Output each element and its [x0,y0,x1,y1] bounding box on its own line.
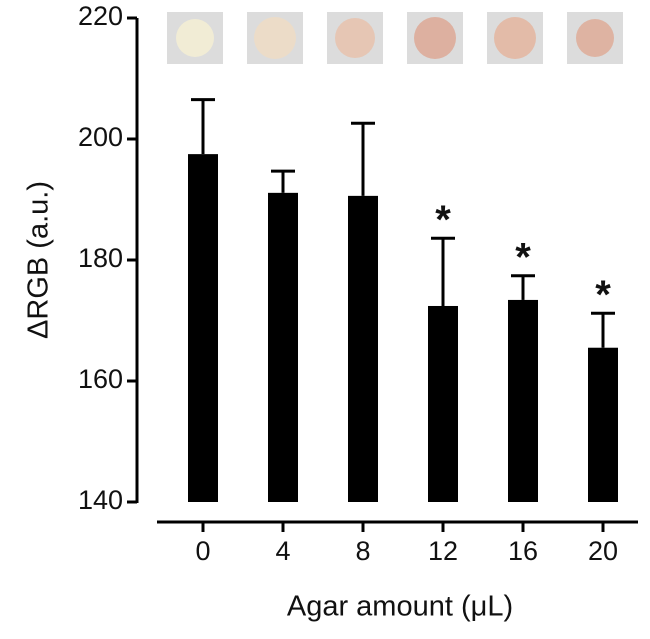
significance-marker: * [435,198,451,242]
y-axis-label: ΔRGB (a.u.) [23,181,55,339]
x-tick-label: 4 [275,536,290,566]
x-tick-label: 12 [428,536,458,566]
x-tick-label: 16 [508,536,538,566]
bar [588,347,618,502]
x-tick-label: 20 [588,536,618,566]
bar [268,192,298,502]
y-tick-label: 160 [78,364,123,394]
sample-disc [254,17,296,59]
significance-marker: * [515,235,531,279]
bar [508,299,538,502]
x-tick-label: 8 [355,536,370,566]
x-tick-label: 0 [195,536,210,566]
sample-images [167,12,623,64]
bar [348,195,378,502]
sample-disc [576,19,614,57]
sample-disc [335,18,375,58]
y-tick-label: 180 [78,243,123,273]
y-tick-label: 140 [78,485,123,515]
x-axis-label: Agar amount (μL) [287,591,513,623]
sample-disc [176,19,214,57]
sample-disc [494,17,536,59]
bar [188,154,218,502]
sample-disc [414,17,456,59]
y-tick-label: 220 [78,1,123,31]
significance-marker: * [595,273,611,317]
bar [428,305,458,502]
y-tick-label: 200 [78,122,123,152]
